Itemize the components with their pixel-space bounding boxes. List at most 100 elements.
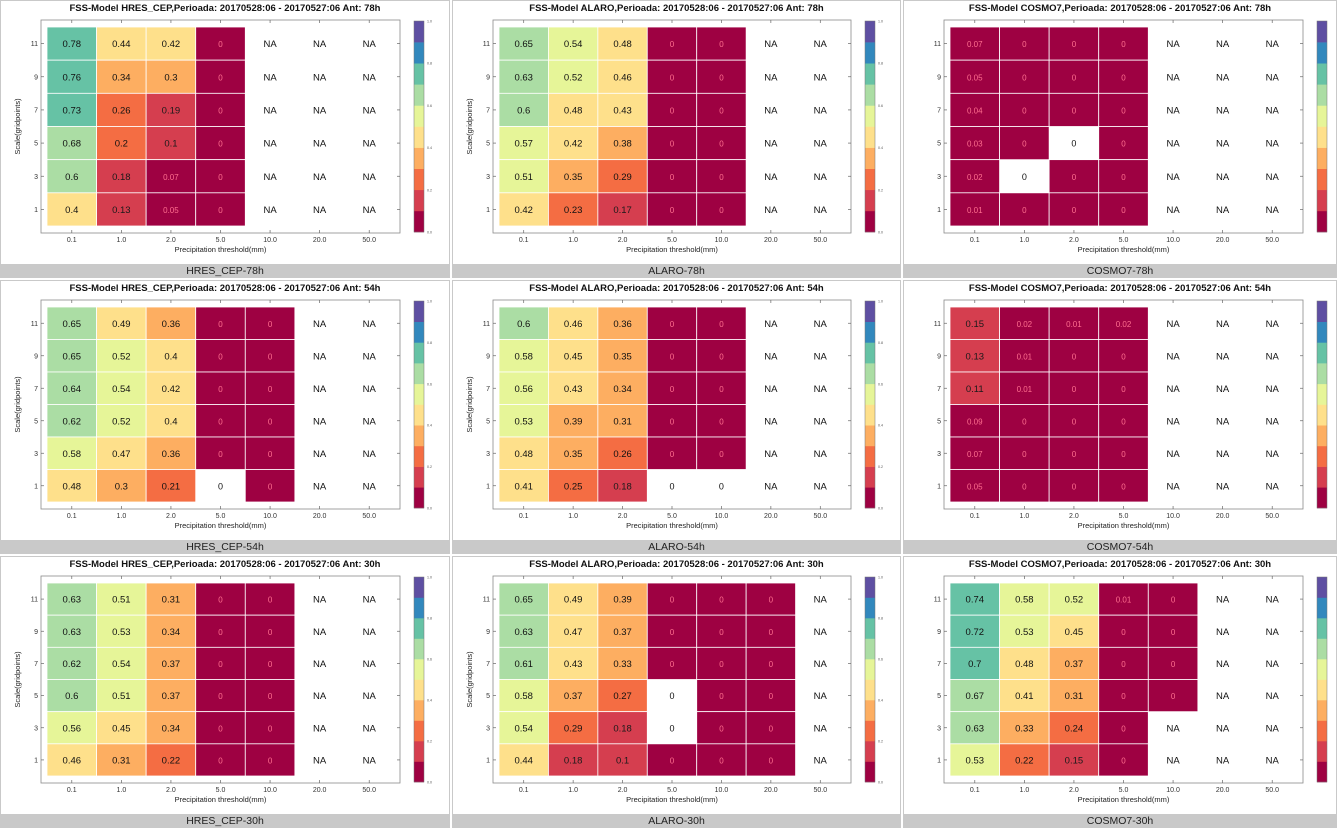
cell-value-label: 0.63: [63, 627, 82, 638]
cell-value-label: 0.18: [613, 481, 632, 492]
heatmap-cell: [1098, 679, 1149, 713]
panel-label: HRES_CEP-30h: [0, 814, 450, 828]
heatmap-cell: [1197, 339, 1248, 372]
colorbar-segment: [1317, 741, 1327, 762]
heatmap-cell: [746, 27, 796, 61]
colorbar-tick-label: 1.0: [427, 576, 432, 580]
cell-value-label: 0: [719, 173, 724, 182]
panel-label: COSMO7-78h: [903, 264, 1337, 278]
heatmap-cell: [96, 159, 147, 194]
cell-value-label: 0.62: [63, 416, 82, 427]
heatmap-cell: [46, 371, 97, 405]
cell-value-label: 0: [218, 628, 223, 637]
cell-value-label: 0: [268, 417, 273, 426]
cell-value-label: 0: [268, 596, 273, 605]
cell-value-label: 0: [769, 660, 774, 669]
heatmap-cell: [498, 646, 549, 680]
heatmap-cell: [1098, 92, 1149, 127]
heatmap-cell: [96, 711, 147, 745]
heatmap-cell: [999, 436, 1050, 470]
cell-value-label: 0: [719, 724, 724, 733]
cell-value-label: NA: [1266, 105, 1280, 116]
cell-value-label: 0: [218, 450, 223, 459]
heatmap-cell: [597, 126, 648, 161]
colorbar-tick-label: 0.2: [878, 465, 883, 469]
heatmap-cell: [999, 404, 1050, 438]
colorbar-segment: [1317, 638, 1327, 660]
cell-value-label: 0: [1121, 692, 1126, 701]
cell-value-label: 0.78: [63, 39, 82, 50]
heatmap-cell: [1098, 469, 1149, 503]
cell-value-label: NA: [313, 139, 327, 150]
x-tick-label: 10.0: [263, 513, 277, 520]
cell-value-label: 0: [719, 660, 724, 669]
colorbar-tick-label: 1.0: [878, 300, 883, 304]
cell-value-label: NA: [313, 449, 327, 460]
cell-value-label: 0.22: [1015, 755, 1034, 766]
cell-value-label: 0.63: [514, 72, 533, 83]
y-tick-label: 11: [31, 597, 38, 604]
cell-value-label: NA: [1266, 205, 1280, 216]
cell-value-label: 0.64: [63, 384, 82, 395]
colorbar-segment: [865, 761, 875, 783]
cell-value-label: NA: [814, 481, 828, 492]
cell-value-label: NA: [814, 105, 828, 116]
heatmap-cell: [344, 339, 394, 372]
heatmap-cell: [294, 711, 345, 744]
heatmap-cell: [548, 339, 599, 373]
cell-value-label: 0.37: [1065, 659, 1084, 670]
cell-value-label: 0.02: [967, 173, 983, 182]
x-tick-label: 50.0: [813, 513, 827, 520]
cell-value-label: 0.01: [1017, 352, 1033, 361]
cell-value-label: 0.25: [564, 481, 583, 492]
y-tick-label: 1: [34, 483, 38, 490]
heatmap-cell: [245, 192, 295, 226]
cell-value-label: NA: [1216, 72, 1230, 83]
heatmap-cell: [795, 60, 845, 94]
cell-value-label: 0: [1022, 73, 1027, 82]
heatmap-cell: [795, 307, 845, 340]
heatmap-cell: [344, 583, 394, 616]
heatmap-cell: [344, 372, 394, 405]
panel-label: HRES_CEP-54h: [0, 540, 450, 554]
x-tick-label: 0.1: [970, 513, 980, 520]
cell-value-label: NA: [313, 659, 327, 670]
cell-value-label: NA: [764, 139, 778, 150]
cell-value-label: 0: [719, 450, 724, 459]
colorbar-segment: [865, 84, 875, 106]
heatmap-cell: [646, 404, 698, 438]
cell-value-label: 0.35: [613, 351, 632, 362]
colorbar-segment: [865, 342, 875, 364]
cell-value-label: 0: [1171, 596, 1176, 605]
heatmap-cell: [145, 192, 197, 227]
heatmap-cell: [696, 679, 747, 713]
colorbar-segment: [865, 618, 875, 639]
heatmap-cell: [498, 404, 549, 438]
heatmap-cell: [498, 469, 549, 503]
heatmap-cell: [244, 582, 296, 616]
x-tick-label: 20.0: [313, 787, 327, 794]
y-tick-label: 1: [34, 757, 38, 764]
cell-value-label: 0: [268, 450, 273, 459]
heatmap-cell: [646, 306, 698, 340]
colorbar-segment: [1317, 63, 1327, 85]
cell-value-label: 0.45: [1065, 627, 1084, 638]
heatmap-cell: [145, 59, 197, 94]
heatmap-cell: [949, 404, 1000, 438]
heatmap-cell: [145, 679, 197, 713]
heatmap-cell: [548, 469, 599, 503]
colorbar-tick-label: 0.4: [878, 424, 883, 428]
cell-value-label: NA: [363, 384, 377, 395]
x-tick-label: 10.0: [1166, 237, 1180, 244]
panel-title: FSS-Model COSMO7,Perioada: 20170528:06 -…: [968, 283, 1272, 294]
heatmap-cell: [1197, 437, 1248, 470]
heatmap-cell: [746, 404, 796, 437]
heatmap-cell: [195, 59, 246, 94]
y-tick-label: 7: [486, 661, 490, 668]
cell-value-label: 0.31: [112, 755, 131, 766]
heatmap-cell: [344, 404, 394, 437]
cell-value-label: NA: [263, 172, 277, 183]
colorbar-tick-label: 0.8: [427, 617, 432, 621]
heatmap-cell: [498, 711, 549, 745]
heatmap-cell: [195, 126, 246, 161]
